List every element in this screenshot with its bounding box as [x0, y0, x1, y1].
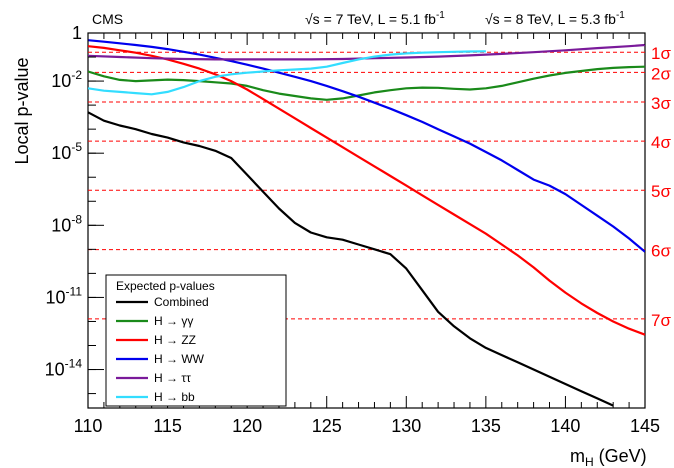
x-axis-title-unit: (GeV): [594, 446, 647, 466]
x-tick-label: 120: [232, 416, 262, 436]
x-tick-label: 125: [312, 416, 342, 436]
energy-8tev-label: √s = 8 TeV, L = 5.3 fb-1: [485, 10, 625, 27]
series-line-6: [88, 50, 486, 96]
x-tick-label: 145: [630, 416, 660, 436]
experiment-label: CMS: [92, 11, 123, 27]
legend-label-2: H → γγ: [154, 314, 193, 328]
x-tick-label: 115: [153, 416, 182, 436]
legend-label-1: Combined: [154, 295, 209, 309]
sigma-label-3: 3σ: [651, 94, 671, 113]
legend-title: Expected p-values: [116, 279, 215, 293]
y-tick-label: 10-5: [51, 140, 82, 163]
legend-label-3: H → ZZ: [154, 333, 196, 347]
series-line-2: [88, 65, 645, 101]
series-line-5: [88, 43, 645, 61]
x-tick-label: 130: [391, 416, 421, 436]
y-tick-label: 10-14: [45, 357, 83, 380]
energy-7tev-text: √s = 7 TeV, L = 5.1 fb: [305, 11, 436, 27]
x-axis-title-main: m: [570, 446, 585, 466]
legend-label-4: H → WW: [154, 352, 205, 366]
series-line-1: [88, 111, 614, 407]
legend-label-6: H → bb: [154, 390, 195, 404]
x-axis: 110 115 120 125 130 135 140 145: [74, 33, 660, 436]
sigma-label-1: 1σ: [651, 44, 671, 63]
x-tick-label: 135: [471, 416, 501, 436]
y-axis: 1 10-2 10-5 10-8 10-11 10-14: [45, 23, 104, 395]
series-line-4: [88, 39, 645, 253]
y-tick-label: 10-8: [51, 212, 82, 235]
x-tick-label: 140: [550, 416, 580, 436]
plot-frame: [87, 32, 646, 409]
y-tick-label: 10-11: [46, 284, 83, 307]
energy-7tev-label: √s = 7 TeV, L = 5.1 fb-1: [305, 10, 445, 27]
energy-7tev-exponent: -1: [436, 10, 445, 21]
sigma-label-4: 4σ: [651, 133, 671, 152]
sigma-label-5: 5σ: [651, 182, 671, 201]
sigma-label-2: 2σ: [651, 64, 671, 83]
x-tick-label: 110: [74, 416, 103, 436]
legend-label-5: H → ττ: [154, 371, 191, 385]
sigma-label-7: 7σ: [651, 311, 671, 330]
y-tick-label: 1: [72, 23, 82, 43]
energy-8tev-exponent: -1: [616, 10, 625, 21]
y-axis-title: Local p-value: [12, 57, 32, 164]
x-axis-title-sub: H: [585, 455, 594, 468]
legend: Expected p-values Combined H → γγ H → ZZ H …: [105, 274, 287, 407]
series-lines: [88, 39, 645, 407]
x-axis-title: mH (GeV): [570, 446, 647, 468]
sigma-label-6: 6σ: [651, 242, 671, 261]
y-tick-label: 10-2: [51, 68, 82, 91]
series-line-3: [88, 45, 645, 336]
legend-entries: Combined H → γγ H → ZZ H → WW H → ττ H → bb: [116, 295, 209, 404]
energy-8tev-text: √s = 8 TeV, L = 5.3 fb: [485, 11, 616, 27]
